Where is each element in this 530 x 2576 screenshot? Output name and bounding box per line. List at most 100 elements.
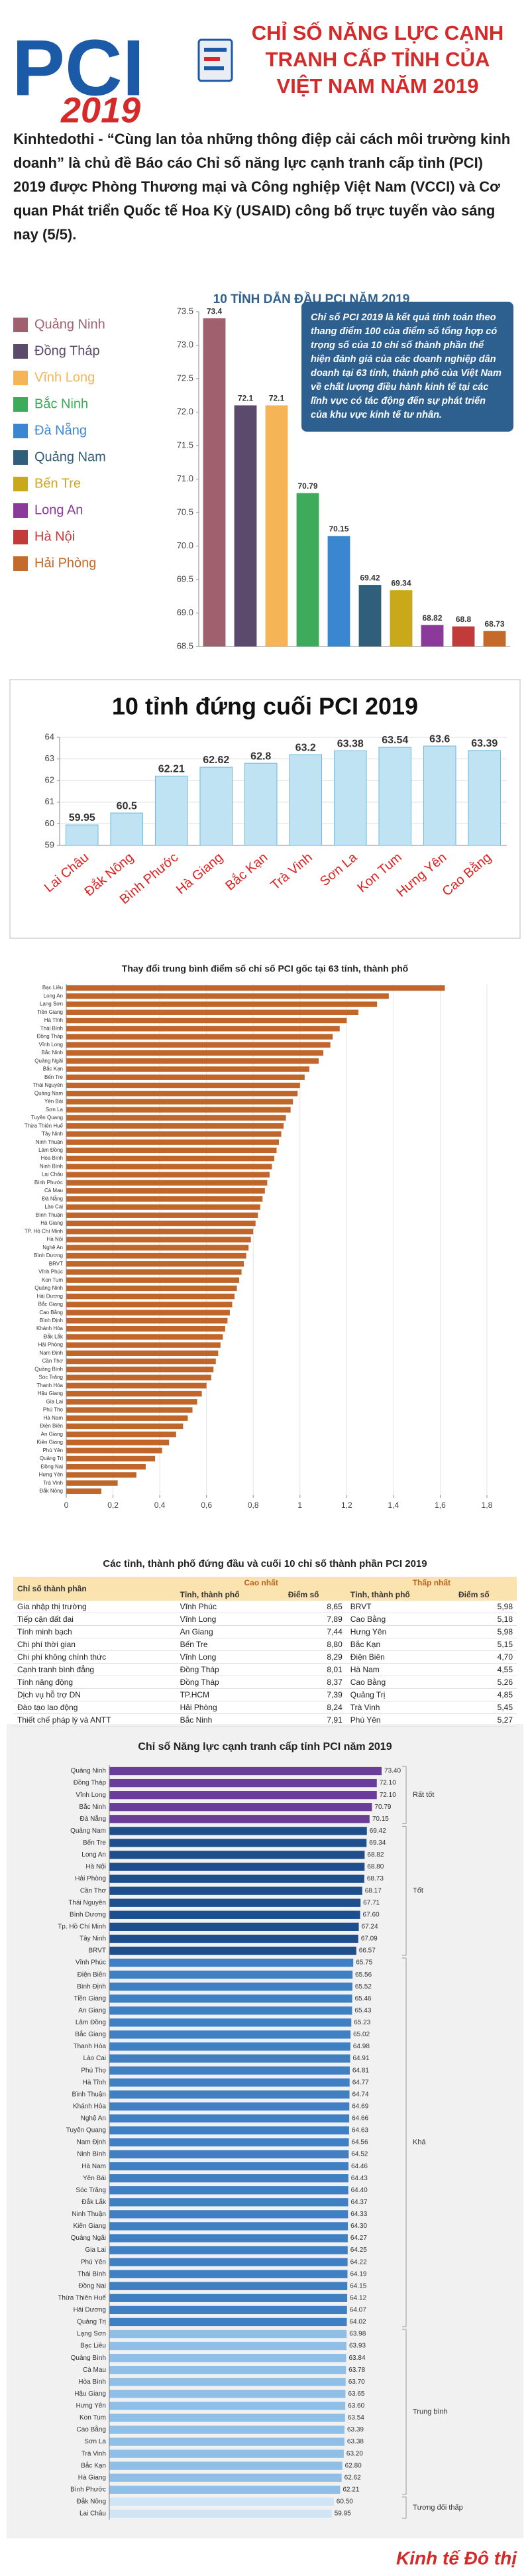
x-tick-label: 0,4 (154, 1501, 166, 1510)
category-label: Cao Bằng (39, 1310, 63, 1316)
table-cell: Phú Yên (346, 1713, 455, 1727)
bar (66, 1204, 260, 1210)
table-cell: Quảng Trị (346, 1688, 455, 1701)
category-label: Tp. Hồ Chí Minh (58, 1922, 106, 1930)
category-label: Tuyên Quang (31, 1115, 63, 1121)
bar (66, 1009, 358, 1015)
bar (203, 318, 226, 646)
table-cell: Điện Biên (346, 1650, 455, 1664)
bar (199, 767, 233, 846)
value-label: 68.17 (365, 1887, 382, 1894)
bar (66, 1180, 268, 1186)
category-label: Sơn La (84, 2438, 106, 2445)
category-label: Lạng Sơn (77, 2331, 106, 2338)
category-label: Bình Dương (70, 1911, 106, 1918)
category-label: Khánh Hòa (73, 2103, 106, 2110)
legend-label: Đà Nẵng (34, 422, 87, 438)
category-label: Lào Cai (44, 1204, 63, 1210)
bar (66, 1367, 214, 1373)
group-label: Trung bình (413, 2408, 448, 2416)
table-body: Gia nhập thị trường Vĩnh Phúc 8,65 BRVT 5,98… (13, 1601, 517, 1727)
y-tick-label: 68.5 (177, 641, 193, 650)
header-title: CHỈ SỐ NĂNG LỰC CẠNH (252, 21, 504, 44)
bar (244, 763, 278, 846)
table-cell: Hải Phòng (176, 1701, 284, 1714)
value-label: 69.34 (391, 578, 411, 587)
bar (468, 750, 502, 846)
bar (483, 631, 506, 646)
bar (66, 1277, 240, 1283)
table-cell: 4,85 (454, 1688, 517, 1701)
table-cell: Chi phí không chính thức (13, 1650, 176, 1664)
category-label: Bạc Liêu (42, 985, 63, 991)
bar (109, 2066, 350, 2075)
table-cell: Hà Nam (346, 1663, 455, 1676)
bar (66, 1269, 242, 1275)
value-label: 65.23 (354, 2019, 370, 2026)
chart-title: Thay đổi trung bình điểm số chỉ số PCI g… (122, 963, 409, 974)
chart-title: 10 tỉnh đứng cuối PCI 2019 (112, 693, 418, 720)
col-header: Tỉnh, thành phố (346, 1589, 455, 1601)
category-label: Nam Định (77, 2139, 106, 2146)
value-label: 64.02 (350, 2319, 366, 2326)
bar (66, 1082, 300, 1089)
category-label: Tiền Giang (74, 1994, 106, 2002)
table-row: Tiếp cận đất đai Vĩnh Long 7,89 Cao Bằng 5,1… (13, 1613, 517, 1626)
value-label: 63.39 (347, 2426, 364, 2433)
bar (390, 590, 413, 646)
bar (109, 2509, 332, 2518)
table-cell: Trà Vinh (346, 1701, 455, 1714)
bar (109, 2030, 351, 2039)
category-label: Thừa Thiên Huế (25, 1123, 64, 1129)
value-label: 64.63 (352, 2127, 368, 2134)
logo-year: 2019 (60, 90, 140, 130)
category-label: Thừa Thiên Huế (58, 2294, 106, 2301)
bar (109, 1874, 364, 1883)
category-label: Vĩnh Long (39, 1042, 63, 1048)
bar (109, 2174, 348, 2183)
value-label: 64.66 (352, 2115, 368, 2122)
col-header: Điểm số (284, 1589, 346, 1601)
bar (66, 1131, 282, 1137)
bar (66, 1099, 293, 1105)
value-label: 64.40 (351, 2187, 368, 2194)
category-label: Yên Bái (44, 1099, 63, 1105)
bar (109, 2341, 347, 2351)
table-cell: BRVT (346, 1601, 455, 1613)
table-cell: Cạnh tranh bình đẳng (13, 1663, 176, 1676)
category-label: Đà Nẵng (42, 1196, 63, 1201)
category-label: Phú Thọ (81, 2067, 106, 2074)
value-label: 64.33 (350, 2211, 367, 2218)
category-label: Bắc Giang (38, 1302, 63, 1308)
bar (109, 2282, 348, 2290)
category-label: Trà Vinh (81, 2450, 106, 2457)
y-tick-label: 63 (45, 753, 54, 763)
value-label: 59.95 (69, 812, 95, 824)
category-label: Vĩnh Long (76, 1792, 106, 1799)
x-tick-label: 1,6 (435, 1501, 446, 1510)
footer-logo: Kinh tế Đô thị (396, 2547, 517, 2568)
bar (423, 745, 456, 846)
bar (66, 1253, 246, 1259)
bar (66, 1294, 235, 1300)
value-label: 64.19 (350, 2270, 366, 2278)
bar (66, 1050, 324, 1056)
value-label: 70.79 (297, 481, 317, 491)
bar (109, 2054, 350, 2063)
category-label: Cần Thơ (42, 1358, 64, 1364)
value-label: 63.2 (295, 742, 316, 753)
bar (109, 1839, 367, 1847)
table-cell: Đồng Tháp (176, 1676, 284, 1689)
bar (66, 993, 389, 999)
header-title: VIỆT NAM NĂM 2019 (277, 74, 479, 97)
bar (109, 2461, 343, 2470)
category-label: Kiên Giang (74, 2223, 106, 2230)
table-cell: Chi phí thời gian (13, 1638, 176, 1651)
category-label: Đắk Nông (77, 2497, 106, 2506)
bar (109, 2114, 350, 2123)
bar (110, 812, 144, 846)
bar (66, 1464, 146, 1470)
bar (109, 1922, 359, 1931)
category-label: Nghệ An (81, 2115, 106, 2122)
